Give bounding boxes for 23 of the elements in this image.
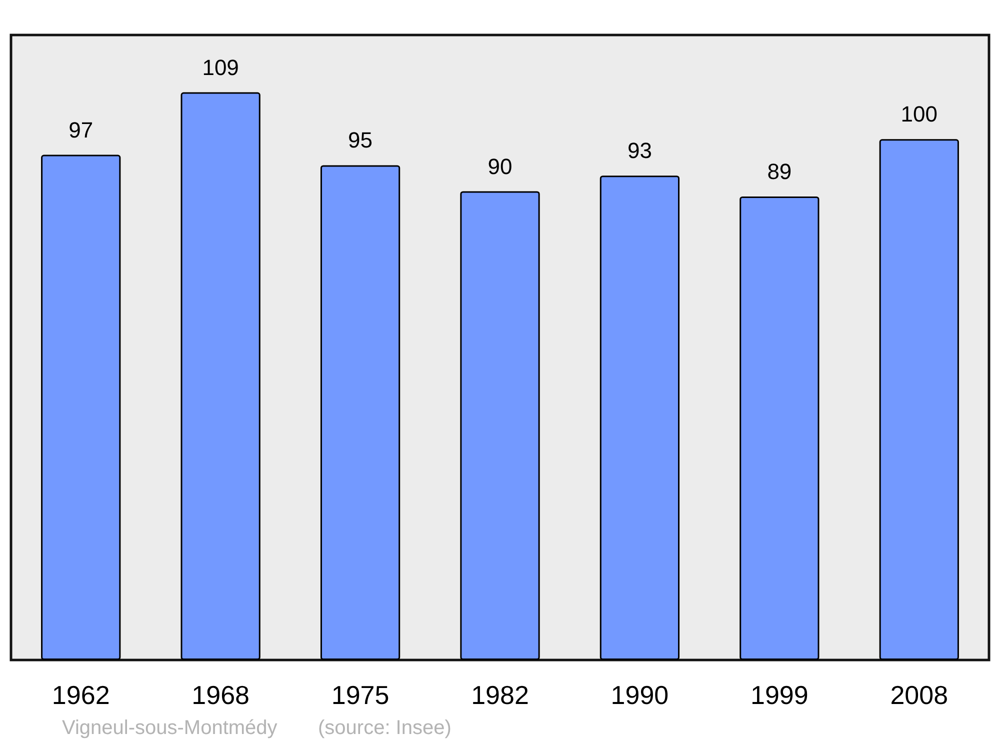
x-tick-label: 2008 (890, 680, 948, 710)
data-label: 90 (488, 154, 512, 179)
bar (180, 92, 260, 660)
data-label: 109 (202, 54, 239, 80)
bar (879, 139, 959, 660)
text: Vigneul-sous-Montmédy (62, 717, 278, 739)
x-tick-label: 1990 (610, 680, 669, 710)
data-label: 95 (348, 128, 373, 153)
bar (41, 154, 121, 660)
bar (460, 191, 540, 660)
data-label: 97 (68, 117, 94, 142)
bar (600, 176, 680, 660)
x-tick-label: 1962 (52, 680, 110, 710)
x-tick-label: 1968 (192, 680, 250, 710)
bar (320, 165, 400, 660)
text: (source: Insee) (318, 717, 452, 739)
bar (740, 196, 820, 660)
data-label: 89 (767, 158, 792, 184)
x-tick-label: 1982 (471, 680, 529, 710)
x-tick-label: 1975 (331, 680, 390, 710)
data-label: 100 (900, 102, 938, 127)
data-label: 93 (627, 138, 652, 164)
x-tick-label: 1999 (750, 680, 808, 710)
